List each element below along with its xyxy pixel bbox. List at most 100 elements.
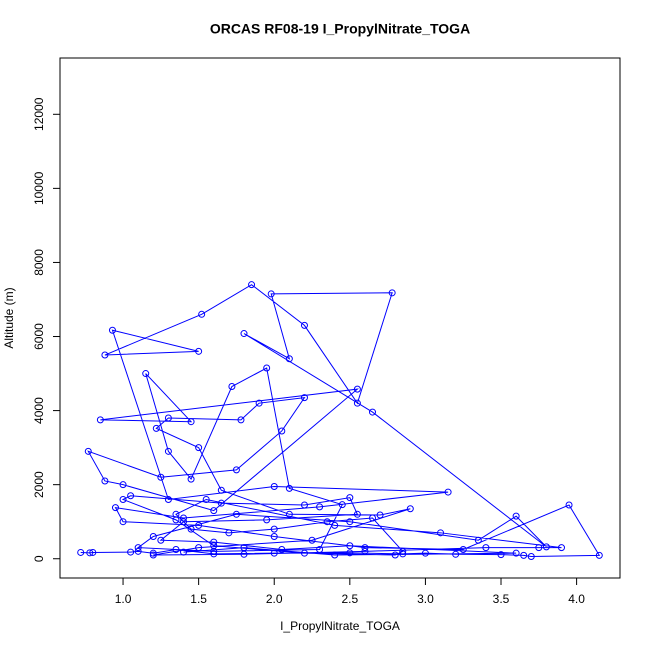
data-point	[180, 514, 188, 522]
data-point	[399, 547, 407, 555]
data-point	[361, 547, 369, 555]
data-point	[240, 550, 248, 558]
data-point	[512, 549, 520, 557]
data-point	[134, 547, 142, 555]
data-point	[198, 310, 206, 318]
data-point	[300, 321, 308, 329]
data-point	[459, 545, 467, 553]
data-point	[210, 542, 218, 550]
data-point	[195, 444, 203, 452]
data-point	[452, 550, 460, 558]
data-point	[127, 492, 135, 500]
y-axis-label: Altitude (m)	[2, 287, 16, 348]
y-tick-label: 0	[32, 555, 46, 562]
data-point	[263, 364, 271, 372]
data-point	[164, 414, 172, 422]
data-line	[80, 284, 601, 558]
data-point	[96, 416, 104, 424]
data-point	[187, 525, 195, 533]
data-point	[323, 518, 331, 526]
data-point	[108, 326, 116, 334]
data-point	[474, 536, 482, 544]
x-axis-label: I_PropylNitrate_TOGA	[280, 619, 400, 633]
data-point	[149, 551, 157, 559]
data-point	[84, 447, 92, 455]
x-tick-label: 3.0	[417, 592, 434, 606]
data-point	[142, 370, 150, 378]
y-tick-label: 8000	[32, 249, 46, 276]
data-point	[278, 427, 286, 435]
data-point	[164, 495, 172, 503]
data-point	[119, 495, 127, 503]
data-point	[595, 551, 603, 559]
data-point	[346, 542, 354, 550]
data-point	[232, 466, 240, 474]
data-point	[300, 501, 308, 509]
data-point	[119, 481, 127, 489]
data-point	[152, 424, 160, 432]
data-point	[89, 548, 97, 556]
data-point	[353, 385, 361, 393]
data-point	[542, 543, 550, 551]
data-point	[285, 510, 293, 518]
data-point	[180, 518, 188, 526]
data-point	[285, 484, 293, 492]
data-point	[210, 507, 218, 515]
data-point	[101, 477, 109, 485]
data-point	[255, 399, 263, 407]
data-point	[482, 544, 490, 552]
x-tick-label: 4.0	[568, 592, 585, 606]
data-point	[376, 511, 384, 519]
data-point	[308, 536, 316, 544]
data-point	[388, 289, 396, 297]
data-point	[267, 290, 275, 298]
data-point	[565, 501, 573, 509]
data-point	[248, 281, 256, 289]
data-point	[270, 483, 278, 491]
y-tick-label: 6000	[32, 323, 46, 350]
data-point	[331, 551, 339, 559]
data-point	[187, 475, 195, 483]
data-point	[497, 551, 505, 559]
data-point	[369, 514, 377, 522]
data-point	[361, 544, 369, 552]
data-point	[346, 549, 354, 557]
data-point	[149, 549, 157, 557]
y-tick-label: 10000	[32, 171, 46, 205]
data-point	[270, 549, 278, 557]
x-tick-label: 1.5	[190, 592, 207, 606]
data-point	[187, 418, 195, 426]
data-point	[172, 545, 180, 553]
data-point	[119, 518, 127, 526]
data-point	[263, 516, 271, 524]
data-point	[331, 521, 339, 529]
data-point	[285, 355, 293, 363]
data-point	[240, 544, 248, 552]
x-tick-label: 2.0	[266, 592, 283, 606]
data-point	[217, 486, 225, 494]
data-point	[512, 512, 520, 520]
data-point	[300, 394, 308, 402]
data-point	[164, 447, 172, 455]
data-point	[172, 516, 180, 524]
data-point	[180, 548, 188, 556]
data-point	[210, 550, 218, 558]
y-tick-label: 4000	[32, 397, 46, 424]
x-tick-label: 1.0	[115, 592, 132, 606]
data-point	[270, 525, 278, 533]
data-point	[437, 529, 445, 537]
data-point	[149, 533, 157, 541]
data-point	[232, 510, 240, 518]
y-tick-label: 12000	[32, 97, 46, 131]
plot-frame	[59, 57, 621, 579]
data-point	[346, 518, 354, 526]
data-point	[278, 545, 286, 553]
data-point	[134, 544, 142, 552]
data-point	[195, 544, 203, 552]
data-point	[195, 521, 203, 529]
data-point	[225, 529, 233, 537]
data-point	[406, 505, 414, 513]
data-point	[353, 399, 361, 407]
data-point	[338, 501, 346, 509]
